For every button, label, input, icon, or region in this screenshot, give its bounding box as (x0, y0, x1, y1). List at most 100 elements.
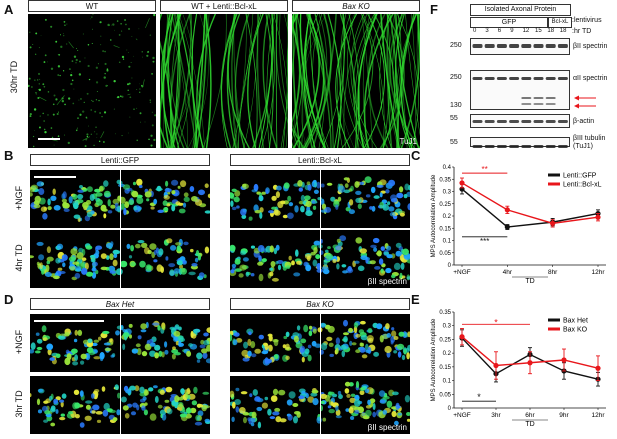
x-tick-label: +NGF (453, 269, 471, 276)
group-gfp: GFP (470, 17, 548, 28)
blot-band (545, 44, 556, 48)
blot-title: Isolated Axonal Protein (470, 4, 571, 16)
blot-band (509, 77, 520, 80)
y-tick-label: 0.15 (439, 226, 451, 232)
panel-letter-e: E (411, 292, 420, 307)
blot-band (521, 97, 532, 99)
blot-band (545, 145, 556, 148)
x-tick-label: 3hr (491, 412, 501, 419)
blot-band (472, 44, 483, 48)
x-tick-label: 12hr (591, 269, 605, 276)
panel-letter-f: F (430, 2, 438, 17)
blot-band (545, 120, 556, 123)
data-point (504, 224, 510, 230)
group-bclxl: Bcl-xL (548, 17, 572, 28)
y-tick-label: 0.2 (443, 214, 452, 220)
y-tick-label: 0 (448, 263, 452, 269)
micrograph-bax-ko: TuJ1 (292, 14, 420, 148)
x-tick-label: +NGF (453, 412, 471, 419)
significance-marker: * (477, 392, 481, 402)
legend-label: Lenti::Bcl-xL (563, 182, 602, 189)
y-tick-label: 0 (448, 406, 452, 412)
blot-band (521, 44, 532, 48)
scale-bar (34, 176, 76, 178)
blot-band (545, 97, 556, 99)
chart-c: 0 0.05 0.1 0.15 0.2 0.25 0.3 0.35 0.4 +NGF 4hr 8hr 1… (431, 165, 606, 285)
data-point (493, 362, 499, 369)
mw-55-a: 55 (450, 115, 458, 122)
series-line (461, 188, 599, 228)
y-tick-label: 0.2 (443, 351, 452, 357)
row-label-ngf-b: +NGF (14, 185, 24, 211)
divider (120, 170, 121, 288)
timepoint-row: 0 3 6 9 12 15 18 18 (470, 28, 570, 37)
significance-marker: ** (482, 165, 488, 174)
timepoint-label: 15 (535, 28, 542, 34)
micrograph-wt-bclxl (160, 14, 288, 148)
blot-band (557, 120, 568, 123)
y-tick-label: 0.15 (439, 365, 451, 371)
mw-250-a: 250 (450, 42, 462, 49)
timepoint-label: 18 (559, 28, 567, 34)
panel-a-header-wt: WT (28, 0, 156, 12)
blot-band (496, 44, 507, 48)
x-tick-label: 6hr (525, 412, 535, 419)
blot-band (521, 103, 532, 105)
panel-a-header-bclxl: WT + Lenti::Bcl-xL (160, 0, 288, 12)
divider (320, 314, 321, 434)
blot-band (484, 44, 495, 48)
label-beta-actin: β-actin (573, 118, 595, 125)
x-tick-label: 12hr (591, 412, 605, 419)
x-tick-label: 9hr (559, 412, 569, 419)
label-beta3-tubulin: βIII tubulin (TuJ1) (573, 135, 606, 150)
y-tick-label: 0.35 (439, 177, 451, 183)
blot-band (484, 145, 495, 148)
x-tick-label: 4hr (503, 269, 513, 276)
blot-band (521, 77, 532, 80)
row-label-ngf-d: +NGF (14, 329, 24, 355)
divider (120, 314, 121, 434)
legend-label: Lenti::GFP (563, 173, 597, 180)
blot-band (533, 44, 544, 48)
blot-band (533, 145, 544, 148)
y-tick-label: 0.3 (443, 324, 452, 330)
timepoint-label: 3 (485, 28, 489, 34)
timepoint-label: 12 (522, 28, 530, 34)
blot-band (545, 77, 556, 80)
blot-band (484, 120, 495, 123)
stain-label-b: βII spectrin (367, 277, 407, 286)
scale-bar (34, 320, 104, 322)
panel-b-header-bclxl: Lenti::Bcl-xL (230, 154, 410, 166)
mw-130: 130 (450, 102, 462, 109)
blot-band (484, 77, 495, 80)
panel-letter-b: B (4, 148, 14, 163)
x-tick-label: 8hr (548, 269, 558, 276)
blot-band (509, 145, 520, 148)
y-axis-label: MPS Autocorrelation Amplitude (431, 174, 437, 257)
data-point (561, 357, 567, 363)
blot-alpha2-spectrin (470, 70, 570, 110)
scale-bar (38, 138, 60, 140)
blot-band (557, 44, 568, 48)
blot-beta2-spectrin (470, 38, 570, 55)
timepoint-label: 9 (510, 28, 514, 34)
data-point (504, 207, 510, 213)
chart-e: 0 0.05 0.1 0.15 0.2 0.25 0.3 0.35 +NGF 3hr 6hr 9hr 1… (431, 310, 606, 428)
blot-beta-actin (470, 114, 570, 128)
blot-band (521, 120, 532, 123)
panel-d-header-ko: Bax KO (230, 298, 410, 310)
blot-band (496, 145, 507, 148)
lentivirus-label: :lentivirus (572, 17, 602, 24)
panel-letter-d: D (4, 292, 14, 307)
panel-b: Lenti::GFP Lenti::Bcl-xL βII spectrin +N… (14, 148, 410, 290)
y-tick-label: 0.3 (443, 190, 452, 196)
panel-a: WT WT + Lenti::Bcl-xL Bax KO TuJ1 30hr T… (9, 0, 420, 150)
label-alpha2-spectrin: αII spectrin (573, 75, 608, 82)
row-label-td-b: 4hr TD (14, 244, 24, 272)
panel-b-header-gfp: Lenti::GFP (30, 154, 210, 166)
panel-f: Isolated Axonal Protein GFP Bcl-xL :lent… (440, 2, 617, 150)
red-arrows (574, 95, 596, 109)
stain-label-d: βII spectrin (367, 423, 407, 432)
panel-d: Bax Het Bax KO βII spectrin +NGF 3hr TD (14, 292, 410, 438)
timepoint-label: 0 (473, 28, 477, 34)
